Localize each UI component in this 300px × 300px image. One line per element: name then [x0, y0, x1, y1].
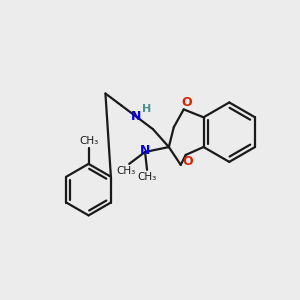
Text: CH₃: CH₃ — [137, 172, 157, 182]
Text: H: H — [142, 104, 152, 114]
Text: CH₃: CH₃ — [79, 136, 98, 146]
Text: N: N — [140, 145, 150, 158]
Text: N: N — [131, 110, 141, 123]
Text: CH₃: CH₃ — [117, 166, 136, 176]
Text: O: O — [182, 96, 192, 109]
Text: O: O — [182, 155, 193, 168]
